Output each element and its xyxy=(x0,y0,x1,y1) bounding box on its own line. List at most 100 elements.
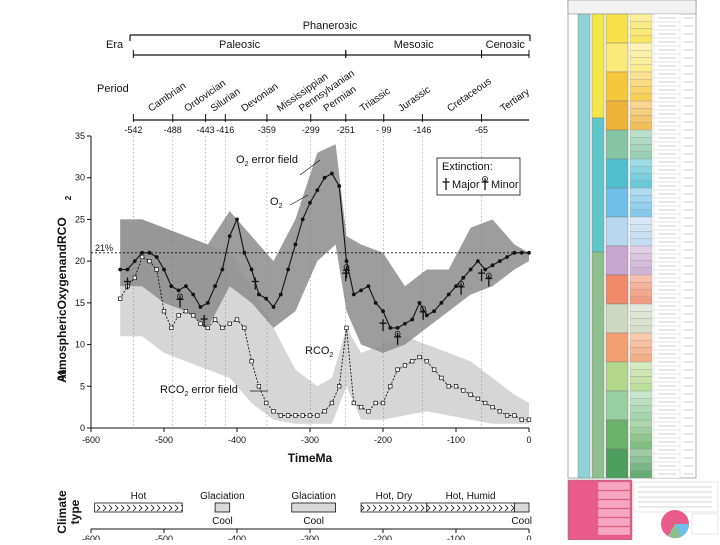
climate-title: Climate xyxy=(55,490,69,534)
strat-stage xyxy=(629,57,653,65)
strat-stage xyxy=(629,390,653,399)
period-label: Devonian xyxy=(240,81,281,114)
strat-stage xyxy=(629,129,653,138)
rco2-point xyxy=(388,384,393,389)
o2-series-label: O2 xyxy=(270,196,283,210)
rco2-series-label: RCO2 xyxy=(305,345,333,359)
rco2-point xyxy=(315,413,320,418)
strat-eon xyxy=(577,13,591,479)
rco2-point xyxy=(271,409,276,414)
climate-band-label: Cool xyxy=(212,516,233,527)
strat-header xyxy=(567,0,697,15)
strat-stage xyxy=(629,448,653,457)
climate-hot-band xyxy=(360,502,428,513)
o2-point xyxy=(220,267,225,272)
dagger-ring xyxy=(458,280,465,287)
rco2-point xyxy=(249,359,254,364)
strat-stage xyxy=(629,405,653,413)
o2-point xyxy=(264,296,269,301)
rco2-point xyxy=(431,367,437,372)
strat-stage xyxy=(629,369,653,377)
rco2-point xyxy=(402,363,408,368)
o2-point xyxy=(257,292,261,297)
strat-pie-slice xyxy=(668,524,681,539)
strat-stage xyxy=(629,419,653,428)
strat-stage xyxy=(629,209,653,218)
rco2-point xyxy=(234,317,240,322)
rco2-point xyxy=(264,400,269,406)
strat-stage xyxy=(629,202,653,210)
legend-minor-icon xyxy=(481,176,489,190)
strat-period xyxy=(605,129,629,160)
boundary-label: -542 xyxy=(124,125,142,135)
strat-stage xyxy=(629,151,653,160)
rco2-point xyxy=(227,321,232,326)
o2-point xyxy=(403,321,407,326)
o2-error-field xyxy=(120,144,529,353)
climate-band-label: Cool xyxy=(303,516,324,527)
climate-x-tick-label: -400 xyxy=(228,534,246,540)
rco2-point xyxy=(329,400,335,406)
rco2-point xyxy=(358,404,364,410)
extinction-markers xyxy=(124,264,493,345)
strat-stage xyxy=(629,456,653,464)
strat-period xyxy=(605,245,629,276)
x-tick-label: -100 xyxy=(447,435,465,445)
x-tick-label: -300 xyxy=(301,435,319,445)
rco2-point xyxy=(512,413,517,418)
minor-extinction-marker xyxy=(343,264,350,279)
y-tick-label: 15 xyxy=(75,298,85,308)
o2-point xyxy=(490,263,495,268)
period-label: Cretaceous xyxy=(445,76,493,114)
rco2-point xyxy=(191,313,196,318)
strat-stage xyxy=(629,50,653,58)
rco2-point xyxy=(118,296,123,301)
strat-stage xyxy=(629,79,653,87)
rco2-point xyxy=(417,354,422,360)
strat-stage xyxy=(629,289,653,297)
extinction-legend: Extinction: Major Minor xyxy=(436,157,521,196)
o2-error-field-leader xyxy=(299,159,321,176)
strat-pie-legend xyxy=(691,513,719,535)
o2-point xyxy=(140,250,145,255)
o2-point xyxy=(432,309,436,314)
x-tick-label: -200 xyxy=(374,435,392,445)
rco2-error-field-label: RCO2 error field xyxy=(160,384,238,398)
climate-x-tick-label: -600 xyxy=(82,534,100,540)
climate-x-tick-label: -100 xyxy=(447,534,465,540)
strat-stage xyxy=(629,267,653,276)
dagger-ring xyxy=(343,264,350,271)
rco2-point xyxy=(526,417,532,422)
o2-point xyxy=(125,267,130,272)
rco2-point xyxy=(212,317,218,322)
y-tick-label: 35 xyxy=(75,131,85,141)
era-label: Cenoзic xyxy=(486,39,526,51)
minor-extinction-marker xyxy=(176,293,184,308)
strat-stage xyxy=(629,115,653,123)
rco2-point xyxy=(453,384,459,389)
strat-stage xyxy=(629,311,653,319)
legend-minor-dagger xyxy=(481,176,489,190)
climate-x-tick-label: -200 xyxy=(374,534,392,540)
o2-point xyxy=(308,200,312,205)
legend-box xyxy=(436,157,521,196)
o2-point xyxy=(373,300,378,305)
phanerozoic-label: Phaneroзic xyxy=(303,20,358,32)
legend-title: Extinction: xyxy=(442,161,493,173)
o2-point xyxy=(446,292,451,297)
rco2-point xyxy=(410,359,415,364)
strat-era xyxy=(591,117,605,253)
rco2-point xyxy=(483,400,488,406)
o2-point xyxy=(366,284,371,289)
rco2-point xyxy=(490,404,495,410)
rco2-point xyxy=(198,321,203,326)
o2-point xyxy=(176,288,181,293)
strat-period xyxy=(605,42,629,73)
y-tick-label: 0 xyxy=(80,423,85,433)
strat-precambrian-row xyxy=(597,526,631,536)
strat-era xyxy=(591,13,605,119)
climate-cool-band xyxy=(291,502,336,513)
o2-point xyxy=(410,317,415,322)
o2-point xyxy=(162,267,166,272)
era-label: Paleoзic xyxy=(219,39,261,51)
